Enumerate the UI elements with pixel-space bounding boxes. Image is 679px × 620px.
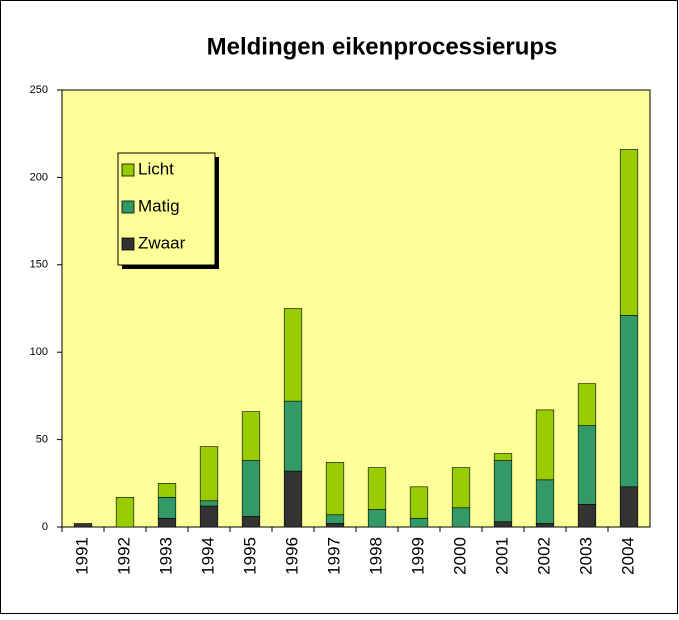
- bar-segment: [199, 500, 219, 507]
- bar-segment: [325, 514, 345, 524]
- y-tick-label: 150: [30, 259, 48, 271]
- x-tick-label: 2002: [534, 537, 553, 575]
- chart-title: Meldingen eikenprocessierups: [207, 33, 558, 60]
- bar-segment: [283, 470, 303, 528]
- x-tick-label: 1991: [72, 537, 91, 575]
- bar-segment: [157, 496, 177, 519]
- legend-swatch: [121, 237, 135, 251]
- bar-segment: [577, 383, 597, 426]
- bar-segment: [115, 496, 135, 528]
- bar-segment: [577, 425, 597, 505]
- x-tick-label: 1996: [282, 537, 301, 575]
- bar-segment: [367, 467, 387, 510]
- x-tick-label: 2004: [618, 537, 637, 575]
- bar-segment: [241, 460, 261, 517]
- x-tick-label: 1999: [408, 537, 427, 575]
- x-tick-label: 2003: [576, 537, 595, 575]
- bar-segment: [451, 467, 471, 509]
- bar-segment: [535, 479, 555, 524]
- y-tick-label: 250: [30, 84, 48, 96]
- bar-segment: [493, 521, 513, 528]
- bar-segment: [535, 523, 555, 528]
- bar-segment: [157, 482, 177, 498]
- bar-segment: [325, 523, 345, 528]
- bar-segment: [283, 308, 303, 402]
- legend-label: Licht: [138, 159, 174, 178]
- y-tick-label: 100: [30, 346, 48, 358]
- bar-segment: [493, 453, 513, 461]
- x-tick-label: 2000: [450, 537, 469, 575]
- legend-swatch: [121, 200, 135, 214]
- bar-segment: [241, 516, 261, 528]
- y-tick-label: 50: [36, 434, 48, 446]
- x-tick-label: 1992: [114, 537, 133, 575]
- bar-segment: [619, 149, 639, 316]
- bar-segment: [325, 462, 345, 516]
- x-tick-label: 1993: [156, 537, 175, 575]
- legend-label: Matig: [138, 196, 180, 215]
- x-tick-label: 1998: [366, 537, 385, 575]
- x-tick-label: 1997: [324, 537, 343, 575]
- bar-segment: [619, 315, 639, 488]
- bar-segment: [409, 486, 429, 519]
- bar-segment: [199, 505, 219, 528]
- bar-segment: [241, 411, 261, 461]
- bar-segment: [451, 507, 471, 528]
- bar-segment: [493, 460, 513, 523]
- bar-segment: [157, 517, 177, 528]
- y-tick-label: 0: [42, 521, 48, 533]
- bar-segment: [199, 446, 219, 502]
- legend-swatch: [121, 163, 135, 177]
- bar-segment: [409, 517, 429, 528]
- bar-segment: [535, 409, 555, 481]
- x-tick-label: 1995: [240, 537, 259, 575]
- y-tick-label: 200: [30, 171, 48, 183]
- bar-segment: [283, 400, 303, 472]
- bar-segment: [619, 486, 639, 528]
- bar-segment: [367, 509, 387, 528]
- bar-segment: [577, 503, 597, 528]
- legend-label: Zwaar: [138, 233, 186, 252]
- x-tick-label: 2001: [492, 537, 511, 575]
- bar-segment: [73, 523, 93, 528]
- x-tick-label: 1994: [198, 537, 217, 575]
